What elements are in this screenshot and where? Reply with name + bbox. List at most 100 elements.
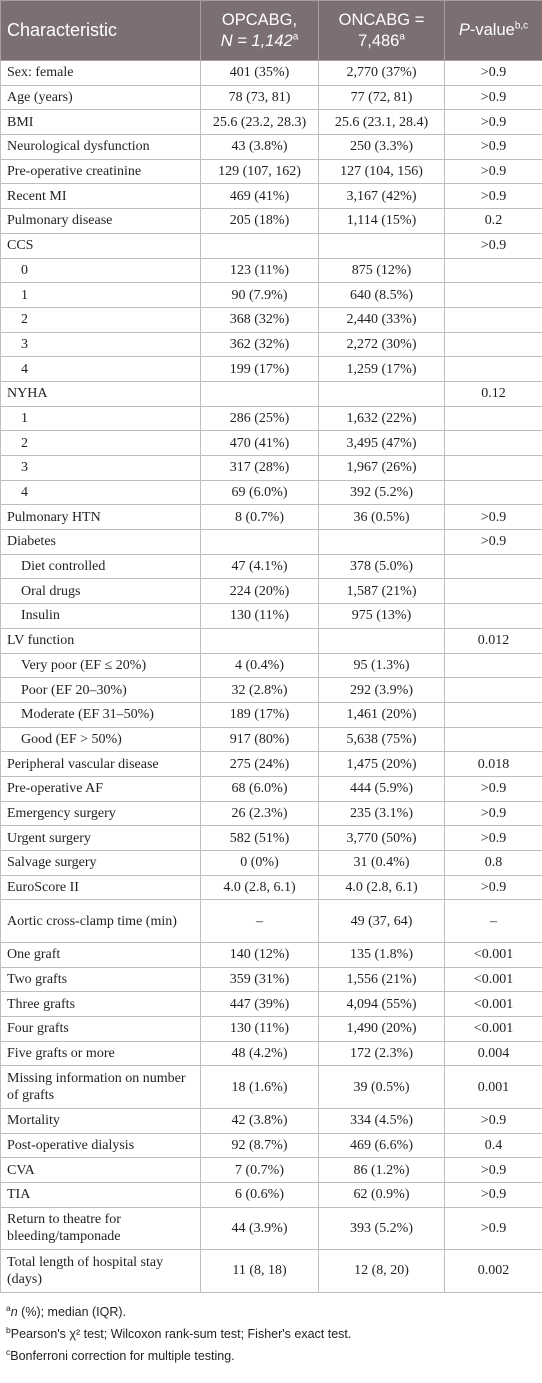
opcabg-value [200, 380, 319, 407]
table-row: Neurological dysfunction 43 (3.8%) 250 (3.… [0, 134, 542, 160]
table-row: Urgent surgery 582 (51%) 3,770 (50%) >0.9 [0, 825, 542, 851]
table-row: Oral drugs 224 (20%) 1,587 (21%) [0, 578, 542, 605]
row-label: Missing information on number of grafts [0, 1065, 201, 1109]
row-label: Age (years) [0, 84, 201, 111]
oncabg-value [318, 232, 445, 259]
row-label: LV function [0, 627, 201, 654]
opcabg-value: 90 (7.9%) [200, 282, 319, 308]
opcabg-value: 582 (51%) [200, 825, 319, 851]
row-label: One graft [0, 941, 201, 968]
table-row: 3 317 (28%) 1,967 (26%) [0, 455, 542, 481]
table-row: Four grafts 130 (11%) 1,490 (20%) <0.001 [0, 1015, 542, 1042]
opcabg-value: 140 (12%) [200, 941, 319, 968]
oncabg-value: 172 (2.3%) [318, 1040, 445, 1067]
opcabg-value: 26 (2.3%) [200, 800, 319, 827]
row-label: Pulmonary HTN [0, 504, 201, 531]
p-value [444, 479, 542, 506]
p-value: 0.012 [444, 627, 542, 654]
p-value: >0.9 [444, 800, 542, 827]
oncabg-value: 135 (1.8%) [318, 941, 445, 968]
table-row: Diabetes >0.9 [0, 529, 542, 555]
row-label: Two grafts [0, 966, 201, 993]
row-label: Very poor (EF ≤ 20%) [0, 652, 201, 679]
table-row: Good (EF > 50%) 917 (80%) 5,638 (75%) [0, 726, 542, 753]
opcabg-value: 130 (11%) [200, 1015, 319, 1042]
oncabg-value: 975 (13%) [318, 603, 445, 629]
p-value: 0.004 [444, 1040, 542, 1067]
row-label: EuroScore II [0, 874, 201, 901]
table-row: EuroScore II 4.0 (2.8, 6.1) 4.0 (2.8, 6.1)… [0, 874, 542, 901]
opcabg-value: – [200, 899, 319, 943]
oncabg-value: 1,259 (17%) [318, 356, 445, 382]
opcabg-value: 359 (31%) [200, 966, 319, 993]
opcabg-value: 4.0 (2.8, 6.1) [200, 874, 319, 901]
oncabg-value: 2,272 (30%) [318, 331, 445, 358]
opcabg-value: 317 (28%) [200, 455, 319, 481]
p-value: 0.018 [444, 751, 542, 777]
oncabg-value: 95 (1.3%) [318, 652, 445, 679]
oncabg-value: 392 (5.2%) [318, 479, 445, 506]
oncabg-value: 31 (0.4%) [318, 850, 445, 876]
p-value: >0.9 [444, 504, 542, 531]
table-row: Sex: female 401 (35%) 2,770 (37%) >0.9 [0, 60, 542, 86]
row-label: Recent MI [0, 183, 201, 210]
row-label: Four grafts [0, 1015, 201, 1042]
opcabg-value: 42 (3.8%) [200, 1107, 319, 1134]
opcabg-value: 48 (4.2%) [200, 1040, 319, 1067]
oncabg-value: 3,167 (42%) [318, 183, 445, 210]
opcabg-value: 199 (17%) [200, 356, 319, 382]
opcabg-value: 362 (32%) [200, 331, 319, 358]
oncabg-value: 250 (3.3%) [318, 134, 445, 160]
table-row: 2 368 (32%) 2,440 (33%) [0, 306, 542, 333]
p-value: >0.9 [444, 1181, 542, 1208]
row-label: Three grafts [0, 991, 201, 1017]
footnotes: an (%); median (IQR). bPearson's χ² test;… [0, 1293, 542, 1367]
row-label: Oral drugs [0, 578, 201, 605]
table-row: Diet controlled 47 (4.1%) 378 (5.0%) [0, 553, 542, 580]
opcabg-value: 6 (0.6%) [200, 1181, 319, 1208]
oncabg-value: 3,495 (47%) [318, 430, 445, 456]
header-opcabg: OPCABG, N = 1,142a [200, 0, 319, 61]
oncabg-value: 393 (5.2%) [318, 1206, 445, 1251]
opcabg-value: 11 (8, 18) [200, 1249, 319, 1293]
table-row: Return to theatre for bleeding/tamponade… [0, 1206, 542, 1251]
table-row: Post-operative dialysis 92 (8.7%) 469 (6.6… [0, 1132, 542, 1159]
table-row: Age (years) 78 (73, 81) 77 (72, 81) >0.9 [0, 84, 542, 111]
oncabg-value [318, 380, 445, 407]
row-label: 3 [0, 331, 201, 358]
opcabg-value: 69 (6.0%) [200, 479, 319, 506]
opcabg-value: 0 (0%) [200, 850, 319, 876]
table-row: 3 362 (32%) 2,272 (30%) [0, 331, 542, 358]
row-label: Post-operative dialysis [0, 1132, 201, 1159]
opcabg-value: 44 (3.9%) [200, 1206, 319, 1251]
row-label: NYHA [0, 380, 201, 407]
opcabg-value [200, 529, 319, 555]
table-row: One graft 140 (12%) 135 (1.8%) <0.001 [0, 941, 542, 968]
oncabg-value: 62 (0.9%) [318, 1181, 445, 1208]
oncabg-value: 469 (6.6%) [318, 1132, 445, 1159]
table-row: Emergency surgery 26 (2.3%) 235 (3.1%) >0.9 [0, 800, 542, 827]
table-row: Poor (EF 20–30%) 32 (2.8%) 292 (3.9%) [0, 677, 542, 703]
opcabg-value: 68 (6.0%) [200, 775, 319, 802]
p-value [444, 356, 542, 382]
p-value [444, 701, 542, 728]
opcabg-value: 470 (41%) [200, 430, 319, 456]
oncabg-value: 334 (4.5%) [318, 1107, 445, 1134]
oncabg-value: 444 (5.9%) [318, 775, 445, 802]
p-value [444, 405, 542, 432]
oncabg-value: 2,770 (37%) [318, 60, 445, 86]
row-label: Good (EF > 50%) [0, 726, 201, 753]
row-label: Poor (EF 20–30%) [0, 677, 201, 703]
table-row: Mortality 42 (3.8%) 334 (4.5%) >0.9 [0, 1107, 542, 1134]
opcabg-value: 447 (39%) [200, 991, 319, 1017]
oncabg-value: 1,632 (22%) [318, 405, 445, 432]
oncabg-value: 3,770 (50%) [318, 825, 445, 851]
p-value [444, 677, 542, 703]
table-row: Three grafts 447 (39%) 4,094 (55%) <0.001 [0, 991, 542, 1017]
row-label: Pre-operative creatinine [0, 158, 201, 185]
opcabg-value: 286 (25%) [200, 405, 319, 432]
row-label: Five grafts or more [0, 1040, 201, 1067]
oncabg-value: 86 (1.2%) [318, 1157, 445, 1183]
opcabg-value: 275 (24%) [200, 751, 319, 777]
oncabg-value: 2,440 (33%) [318, 306, 445, 333]
